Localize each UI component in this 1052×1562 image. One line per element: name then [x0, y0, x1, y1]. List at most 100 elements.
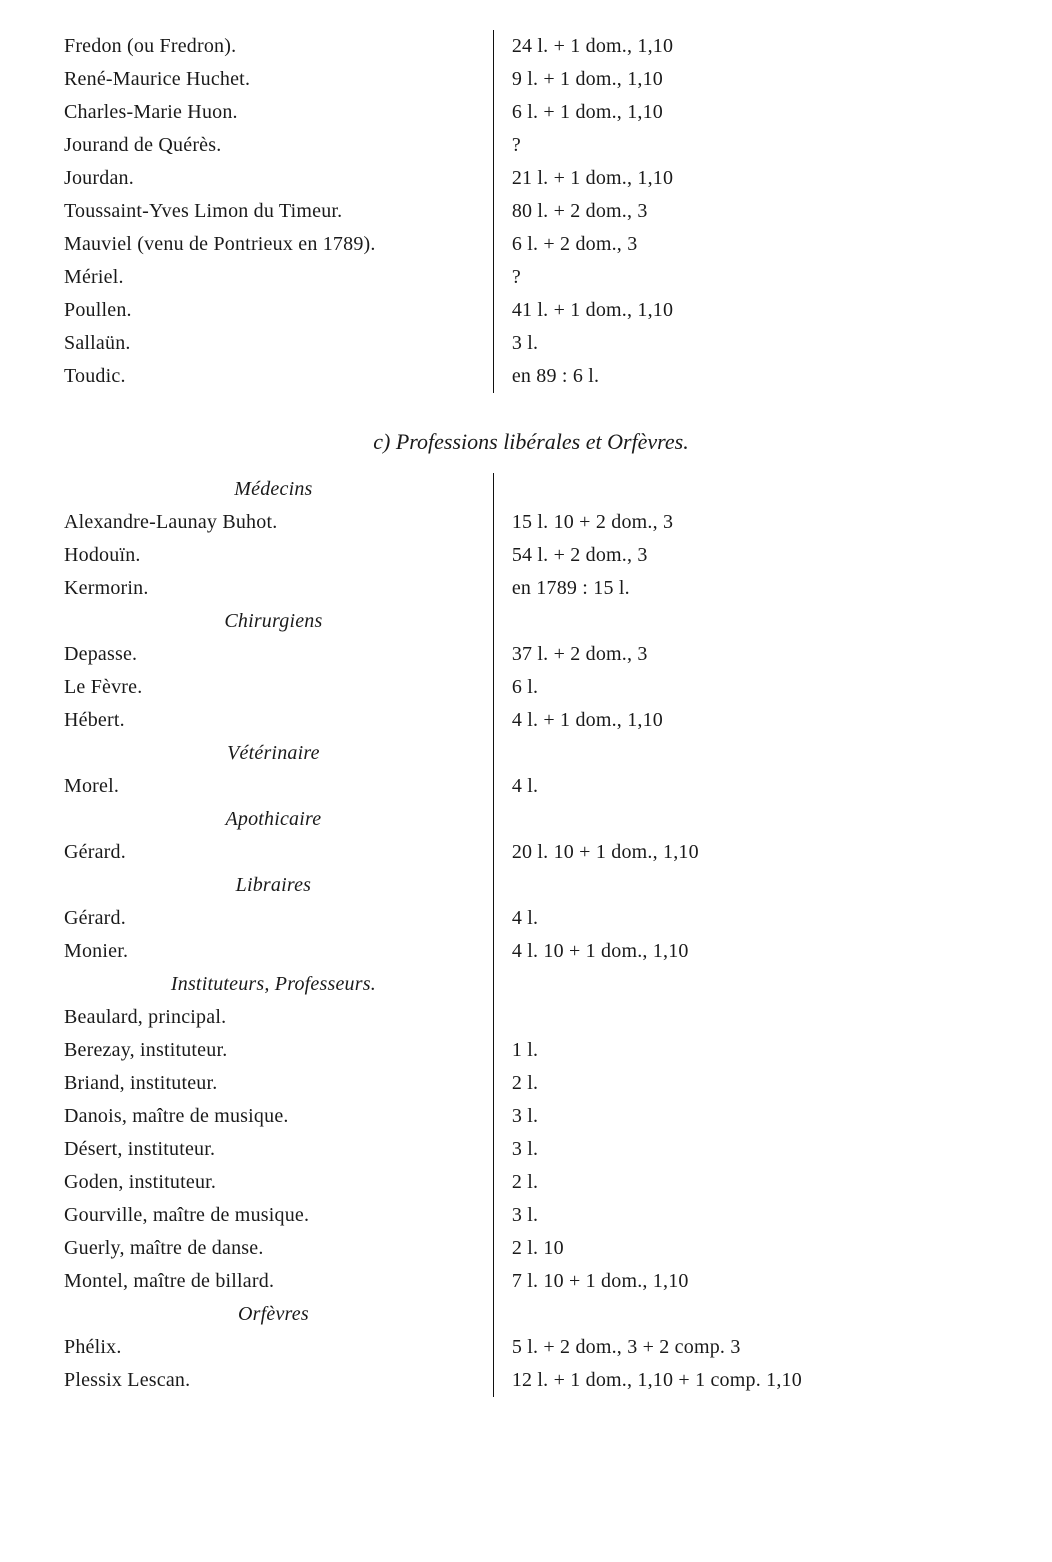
table-row: Mériel.?: [60, 261, 1002, 294]
left-cell: Danois, maître de musique.: [60, 1100, 493, 1133]
table-row: Gérard.4 l.: [60, 902, 1002, 935]
section-c-table: MédecinsAlexandre-Launay Buhot.15 l. 10 …: [60, 473, 1002, 1397]
group-heading-row: Apothicaire: [60, 803, 1002, 836]
group-heading: Instituteurs, Professeurs.: [60, 968, 493, 1001]
right-cell: ?: [493, 129, 1002, 162]
left-cell: Sallaün.: [60, 327, 493, 360]
table-row: Mauviel (venu de Pontrieux en 1789).6 l.…: [60, 228, 1002, 261]
right-cell: 5 l. + 2 dom., 3 + 2 comp. 3: [493, 1331, 1002, 1364]
right-cell: 20 l. 10 + 1 dom., 1,10: [493, 836, 1002, 869]
group-heading-right-spacer: [493, 968, 1002, 1001]
left-cell: Plessix Lescan.: [60, 1364, 493, 1397]
left-cell: Kermorin.: [60, 572, 493, 605]
left-cell: Guerly, maître de danse.: [60, 1232, 493, 1265]
right-cell: [493, 1001, 1002, 1034]
left-cell: Mauviel (venu de Pontrieux en 1789).: [60, 228, 493, 261]
left-cell: Jourand de Quérès.: [60, 129, 493, 162]
right-cell: 12 l. + 1 dom., 1,10 + 1 comp. 1,10: [493, 1364, 1002, 1397]
right-cell: 4 l.: [493, 902, 1002, 935]
table-row: Jourdan.21 l. + 1 dom., 1,10: [60, 162, 1002, 195]
group-heading-right-spacer: [493, 1298, 1002, 1331]
table-row: Le Fèvre.6 l.: [60, 671, 1002, 704]
table-row: Monier.4 l. 10 + 1 dom., 1,10: [60, 935, 1002, 968]
group-heading-right-spacer: [493, 605, 1002, 638]
left-cell: Charles-Marie Huon.: [60, 96, 493, 129]
right-cell: 3 l.: [493, 1133, 1002, 1166]
table-row: Fredon (ou Fredron).24 l. + 1 dom., 1,10: [60, 30, 1002, 63]
group-heading-right-spacer: [493, 869, 1002, 902]
right-cell: 7 l. 10 + 1 dom., 1,10: [493, 1265, 1002, 1298]
group-heading-right-spacer: [493, 473, 1002, 506]
table-row: Danois, maître de musique.3 l.: [60, 1100, 1002, 1133]
table-row: Plessix Lescan.12 l. + 1 dom., 1,10 + 1 …: [60, 1364, 1002, 1397]
group-heading: Médecins: [60, 473, 493, 506]
table-row: Beaulard, principal.: [60, 1001, 1002, 1034]
right-cell: 54 l. + 2 dom., 3: [493, 539, 1002, 572]
right-cell: 15 l. 10 + 2 dom., 3: [493, 506, 1002, 539]
table-row: Alexandre-Launay Buhot.15 l. 10 + 2 dom.…: [60, 506, 1002, 539]
group-heading-row: Orfèvres: [60, 1298, 1002, 1331]
right-cell: 2 l. 10: [493, 1232, 1002, 1265]
left-cell: Toussaint-Yves Limon du Timeur.: [60, 195, 493, 228]
right-cell: 6 l. + 2 dom., 3: [493, 228, 1002, 261]
left-cell: Alexandre-Launay Buhot.: [60, 506, 493, 539]
right-cell: 41 l. + 1 dom., 1,10: [493, 294, 1002, 327]
right-cell: 2 l.: [493, 1067, 1002, 1100]
right-cell: 6 l.: [493, 671, 1002, 704]
left-cell: Gérard.: [60, 836, 493, 869]
group-heading-row: Vétérinaire: [60, 737, 1002, 770]
group-heading-right-spacer: [493, 803, 1002, 836]
right-cell: en 1789 : 15 l.: [493, 572, 1002, 605]
group-heading: Libraires: [60, 869, 493, 902]
right-cell: 3 l.: [493, 327, 1002, 360]
group-heading-label: Vétérinaire: [64, 739, 483, 768]
table-row: Jourand de Quérès.?: [60, 129, 1002, 162]
table-row: Charles-Marie Huon.6 l. + 1 dom., 1,10: [60, 96, 1002, 129]
table-row: Guerly, maître de danse.2 l. 10: [60, 1232, 1002, 1265]
right-cell: 3 l.: [493, 1199, 1002, 1232]
table-row: Morel.4 l.: [60, 770, 1002, 803]
group-heading-label: Instituteurs, Professeurs.: [64, 970, 483, 999]
table-row: Toussaint-Yves Limon du Timeur.80 l. + 2…: [60, 195, 1002, 228]
right-cell: 9 l. + 1 dom., 1,10: [493, 63, 1002, 96]
left-cell: Jourdan.: [60, 162, 493, 195]
left-cell: Montel, maître de billard.: [60, 1265, 493, 1298]
right-cell: en 89 : 6 l.: [493, 360, 1002, 393]
left-cell: Poullen.: [60, 294, 493, 327]
left-cell: Le Fèvre.: [60, 671, 493, 704]
left-cell: Hodouïn.: [60, 539, 493, 572]
group-heading-label: Orfèvres: [64, 1300, 483, 1329]
right-cell: 4 l. + 1 dom., 1,10: [493, 704, 1002, 737]
left-cell: Désert, instituteur.: [60, 1133, 493, 1166]
table-row: Phélix.5 l. + 2 dom., 3 + 2 comp. 3: [60, 1331, 1002, 1364]
group-heading-label: Médecins: [64, 475, 483, 504]
left-cell: Gérard.: [60, 902, 493, 935]
page: Fredon (ou Fredron).24 l. + 1 dom., 1,10…: [0, 0, 1052, 1562]
left-cell: Gourville, maître de musique.: [60, 1199, 493, 1232]
left-cell: Fredon (ou Fredron).: [60, 30, 493, 63]
table-row: Hébert.4 l. + 1 dom., 1,10: [60, 704, 1002, 737]
left-cell: Toudic.: [60, 360, 493, 393]
right-cell: 3 l.: [493, 1100, 1002, 1133]
group-heading: Chirurgiens: [60, 605, 493, 638]
table-row: Poullen.41 l. + 1 dom., 1,10: [60, 294, 1002, 327]
right-cell: 4 l. 10 + 1 dom., 1,10: [493, 935, 1002, 968]
right-cell: 80 l. + 2 dom., 3: [493, 195, 1002, 228]
table-row: Kermorin.en 1789 : 15 l.: [60, 572, 1002, 605]
table-row: Goden, instituteur.2 l.: [60, 1166, 1002, 1199]
right-cell: 6 l. + 1 dom., 1,10: [493, 96, 1002, 129]
right-cell: 37 l. + 2 dom., 3: [493, 638, 1002, 671]
left-cell: Beaulard, principal.: [60, 1001, 493, 1034]
group-heading-row: Instituteurs, Professeurs.: [60, 968, 1002, 1001]
top-table: Fredon (ou Fredron).24 l. + 1 dom., 1,10…: [60, 30, 1002, 393]
right-cell: 1 l.: [493, 1034, 1002, 1067]
group-heading-row: Chirurgiens: [60, 605, 1002, 638]
left-cell: Hébert.: [60, 704, 493, 737]
table-row: Toudic.en 89 : 6 l.: [60, 360, 1002, 393]
group-heading-right-spacer: [493, 737, 1002, 770]
table-row: René-Maurice Huchet.9 l. + 1 dom., 1,10: [60, 63, 1002, 96]
right-cell: 24 l. + 1 dom., 1,10: [493, 30, 1002, 63]
table-row: Depasse.37 l. + 2 dom., 3: [60, 638, 1002, 671]
left-cell: Mériel.: [60, 261, 493, 294]
section-c-title: c) Professions libérales et Orfèvres.: [60, 429, 1002, 455]
